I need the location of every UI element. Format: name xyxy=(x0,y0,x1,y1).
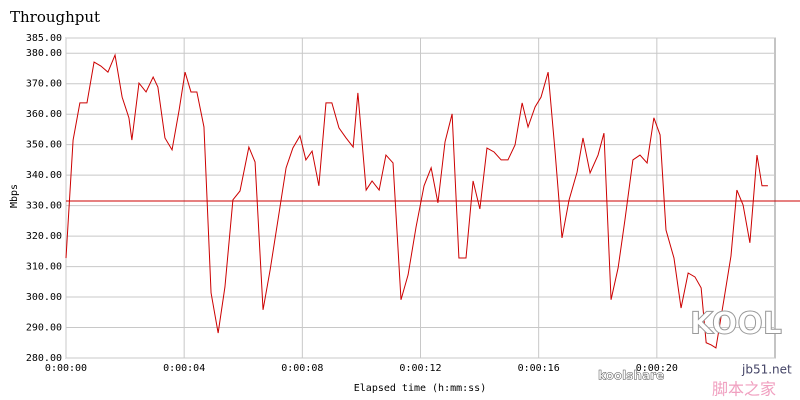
y-tick-label: 340.00 xyxy=(26,170,62,181)
x-tick-label: 0:00:08 xyxy=(281,363,323,374)
watermark: KOOL xyxy=(690,307,782,342)
y-tick-label: 280.00 xyxy=(26,353,62,364)
x-tick-label: 0:00:00 xyxy=(45,363,87,374)
y-tick-label: 300.00 xyxy=(26,292,62,303)
watermark: jb51.net xyxy=(741,363,792,377)
y-tick-label: 320.00 xyxy=(26,231,62,242)
y-tick-label: 370.00 xyxy=(26,79,62,90)
x-tick-label: 0:00:16 xyxy=(518,363,560,374)
watermark: koolshare xyxy=(598,369,664,383)
y-tick-label: 330.00 xyxy=(26,201,62,212)
x-tick-label: 0:00:12 xyxy=(399,363,441,374)
y-tick-label: 350.00 xyxy=(26,140,62,151)
line-series xyxy=(65,53,768,349)
y-tick-label: 385.00 xyxy=(26,33,62,44)
y-axis-label: Mbps xyxy=(9,184,20,208)
chart-title: Throughput xyxy=(10,8,100,26)
watermark: 脚本之家 xyxy=(712,380,776,399)
y-tick-label: 290.00 xyxy=(26,323,62,334)
y-tick-label: 360.00 xyxy=(26,109,62,120)
x-tick-label: 0:00:04 xyxy=(163,363,205,374)
y-tick-label: 380.00 xyxy=(26,48,62,59)
x-axis-label: Elapsed time (h:mm:ss) xyxy=(354,383,486,394)
y-tick-label: 310.00 xyxy=(26,262,62,273)
x-tick-label: 0:00:20 xyxy=(636,363,678,374)
